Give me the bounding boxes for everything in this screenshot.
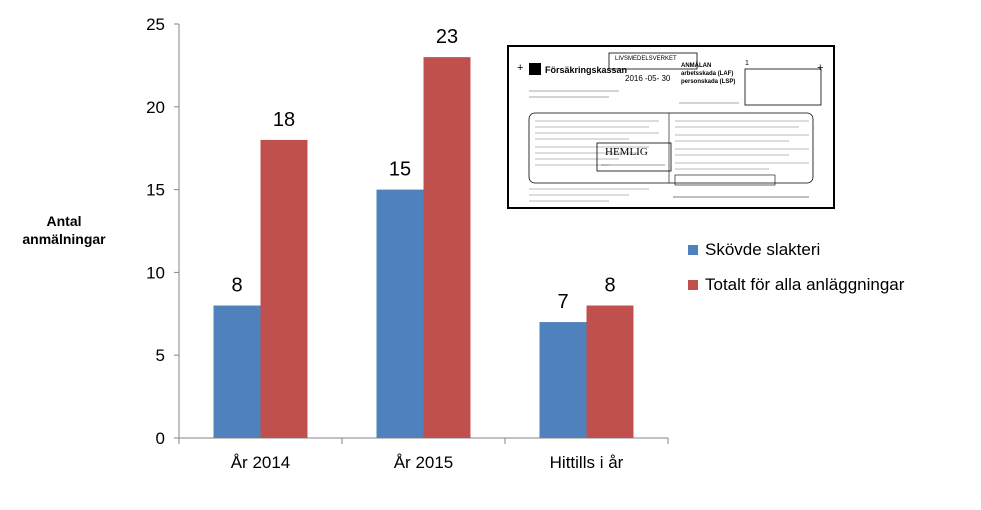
bar-skovde (539, 322, 587, 438)
data-label: 18 (273, 109, 295, 131)
data-label: 7 (557, 291, 568, 313)
agency-stamp-text: LIVSMEDELSVERKET (615, 56, 677, 62)
y-tick-label: 0 (156, 429, 165, 448)
y-axis-label-line-1: Antal (46, 213, 82, 229)
bar-totalt (586, 305, 634, 438)
bar-skovde (376, 189, 424, 438)
page-number: 1 (745, 60, 749, 67)
bar-totalt (423, 57, 471, 439)
y-tick-label: 15 (146, 181, 165, 200)
category-label: År 2014 (231, 453, 291, 472)
agency-stamp-box (608, 52, 698, 70)
category-label: År 2015 (394, 453, 454, 472)
legend-item-skovde: Skövde slakteri (688, 236, 904, 264)
y-axis-label: Antal anmälningar (4, 212, 124, 248)
legend-swatch-blue (688, 245, 698, 255)
bar-series (213, 57, 634, 439)
logo-text: Försäkringskassan (545, 65, 627, 75)
bar-skovde (213, 305, 261, 438)
data-label: 8 (604, 275, 615, 297)
category-labels: År 2014 År 2015 Hittills i år (231, 453, 624, 472)
cross-mark-icon: + (817, 62, 823, 74)
legend-swatch-red (688, 280, 698, 290)
y-tick-label: 10 (146, 263, 165, 282)
secret-stamp-box (596, 142, 672, 172)
bar-totalt (260, 139, 308, 439)
y-tick-labels: 0 5 10 15 20 25 (146, 15, 165, 448)
cross-mark-icon: + (517, 62, 523, 74)
data-label: 15 (389, 159, 411, 181)
y-tick-label: 20 (146, 98, 165, 117)
legend-item-totalt: Totalt för alla anläggningar (688, 271, 904, 299)
logo-icon (529, 63, 541, 75)
secret-stamp-text: HEMLIG (605, 146, 648, 158)
category-label: Hittills i år (550, 453, 624, 472)
form-title-line-1: ANMÄLAN (681, 62, 711, 69)
chart-legend: Skövde slakteri Totalt för alla anläggni… (688, 236, 904, 306)
data-label: 23 (436, 26, 458, 48)
form-title-line-3: personskada (LSP) (681, 79, 735, 85)
legend-label-totalt: Totalt för alla anläggningar (705, 275, 905, 294)
form-document-image: + + Försäkringskassan LIVSMEDELSVERKET 2… (507, 45, 835, 209)
y-tick-label: 25 (146, 15, 165, 34)
form-title-line-2: arbetsskada (LAF) (681, 71, 733, 77)
y-tick-label: 5 (156, 346, 165, 365)
legend-label-skovde: Skövde slakteri (705, 240, 821, 259)
form-section (528, 112, 814, 184)
data-label: 8 (231, 275, 242, 297)
stamp-date-text: 2016 -05- 30 (625, 74, 671, 83)
data-labels: 8 18 15 23 7 8 (231, 26, 615, 313)
id-box (744, 68, 822, 106)
y-axis-label-line-2: anmälningar (22, 231, 106, 247)
